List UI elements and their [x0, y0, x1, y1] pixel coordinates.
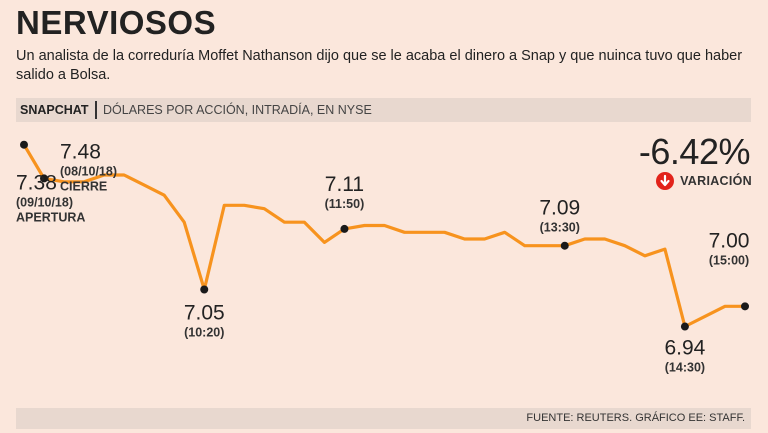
data-point-marker [200, 285, 209, 294]
data-label-time: (10:20) [184, 326, 224, 340]
data-label-time: (11:50) [325, 197, 365, 211]
data-point-marker [741, 302, 749, 311]
chart-subtitle: Un analista de la correduría Moffet Nath… [16, 48, 743, 83]
data-label-time: (09/10/18) [16, 195, 73, 209]
data-point-marker [560, 241, 569, 250]
source-credit: FUENTE: REUTERS. GRÁFICO EE: STAFF. [526, 412, 745, 424]
chart-title: NERVIOSOS [16, 4, 217, 41]
chart-header-band: SNAPCHAT DÓLARES POR ACCIÓN, INTRADÍA, E… [16, 98, 751, 122]
change-label: VARIACIÓN [680, 174, 752, 188]
data-label-value: 7.05 [184, 302, 225, 325]
data-label-value: 6.94 [664, 337, 705, 360]
data-point-marker [20, 140, 28, 149]
down-arrow-icon [656, 172, 675, 190]
change-percentage: -6.42% [638, 131, 751, 172]
data-label-value: 7.38 [16, 171, 57, 194]
data-label-note: CIERRE [60, 180, 107, 194]
footer-band: FUENTE: REUTERS. GRÁFICO EE: STAFF. [16, 408, 751, 429]
data-label-value: 7.48 [60, 141, 101, 164]
change-indicator: VARIACIÓN [656, 172, 752, 190]
data-label-note: APERTURA [16, 210, 85, 224]
data-label-time: (08/10/18) [60, 165, 117, 179]
data-point-marker [40, 174, 49, 183]
data-point-marker [680, 322, 689, 331]
company-name: SNAPCHAT [20, 103, 89, 117]
data-label-value: 7.00 [709, 229, 750, 252]
data-label-value: 7.11 [325, 173, 364, 196]
data-label-time: (14:30) [665, 361, 705, 375]
data-label-value: 7.09 [539, 197, 580, 220]
data-label-time: (15:00) [709, 253, 749, 267]
price-series-line [22, 143, 745, 329]
units-description: DÓLARES POR ACCIÓN, INTRADÍA, EN NYSE [103, 103, 372, 117]
data-label-time: (13:30) [540, 221, 580, 235]
band-separator [95, 101, 97, 119]
data-point-marker [340, 224, 349, 233]
